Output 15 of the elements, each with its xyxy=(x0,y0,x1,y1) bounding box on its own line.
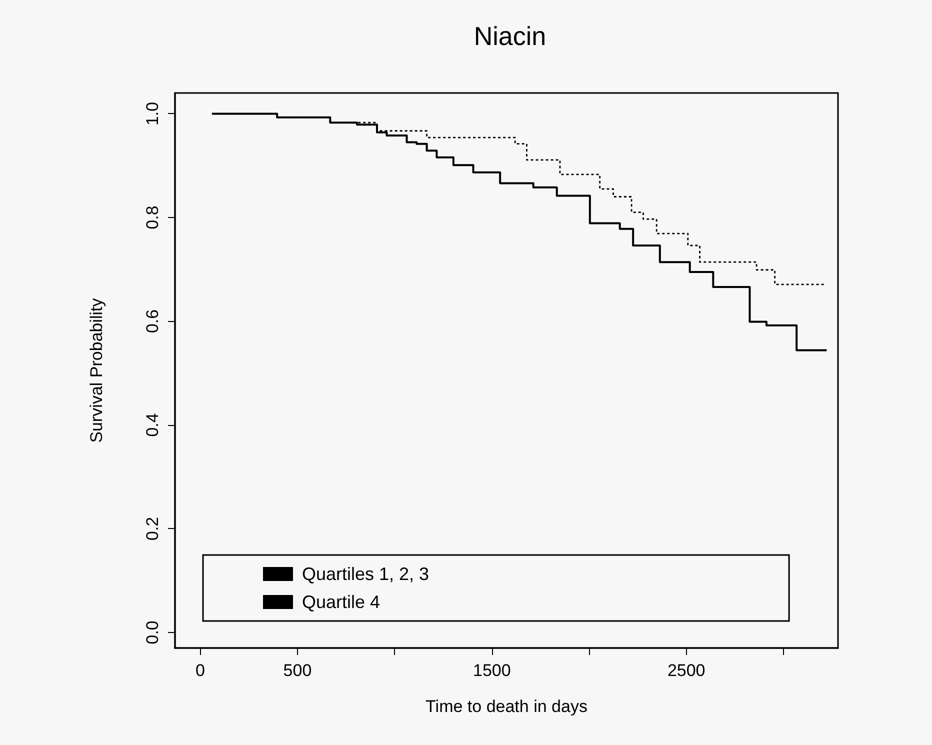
x-tick-label: 1500 xyxy=(473,661,511,680)
y-tick-label: 1.0 xyxy=(143,102,162,126)
legend-label: Quartile 4 xyxy=(302,592,380,612)
y-tick-label: 0.2 xyxy=(143,516,162,541)
x-tick-label: 2500 xyxy=(667,661,706,680)
chart-title: Niacin xyxy=(474,21,546,51)
y-tick-label: 0.4 xyxy=(143,413,162,437)
x-axis-title: Time to death in days xyxy=(426,697,588,716)
x-tick-label: 500 xyxy=(283,661,312,680)
y-tick-label: 0.8 xyxy=(143,206,162,230)
y-tick-label: 0.6 xyxy=(143,309,162,334)
legend-label: Quartiles 1, 2, 3 xyxy=(302,564,430,584)
x-tick-label: 0 xyxy=(196,661,206,680)
y-tick-label: 0.0 xyxy=(143,620,162,644)
y-axis-title: Survival Probability xyxy=(87,298,106,443)
